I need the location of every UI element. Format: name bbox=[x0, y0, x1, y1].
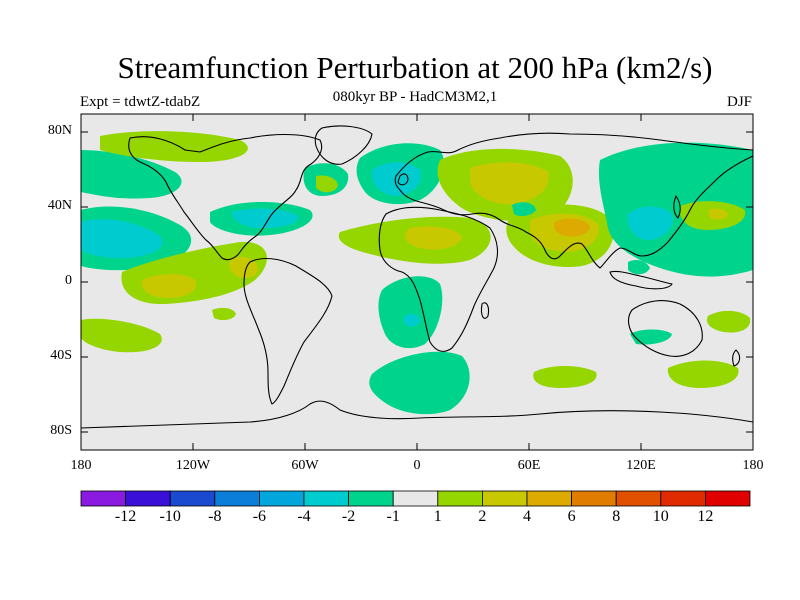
coastline-australia bbox=[627, 300, 703, 357]
map-panel bbox=[81, 114, 753, 450]
contour-region-india-pos3 bbox=[554, 218, 590, 237]
colorbar-label: 6 bbox=[567, 508, 576, 525]
lon-tick-120e: 120E bbox=[626, 458, 656, 473]
lat-tick-80n: 80N bbox=[47, 123, 72, 138]
colorbar-swatch bbox=[392, 490, 439, 507]
coastlines bbox=[81, 125, 753, 429]
colorbar-label: -1 bbox=[386, 508, 400, 525]
contour-region-arabia-neg bbox=[512, 202, 536, 217]
coastline-indonesia bbox=[609, 270, 673, 290]
colorbar-swatch bbox=[214, 490, 260, 507]
colorbar-swatch bbox=[80, 490, 126, 507]
colorbar-swatch bbox=[660, 490, 706, 507]
colorbar-swatch bbox=[571, 490, 617, 507]
colorbar-swatch bbox=[258, 490, 305, 507]
contour-region-easia-neg bbox=[598, 142, 753, 277]
colorbar-label: 2 bbox=[478, 508, 487, 525]
colorbar-swatch bbox=[526, 490, 572, 507]
contour-region-indo-neg bbox=[628, 260, 650, 275]
coastline-south-america bbox=[243, 257, 333, 405]
colorbar-label: 1 bbox=[433, 508, 442, 525]
colorbar-label: -4 bbox=[297, 508, 311, 525]
colorbar-label: 4 bbox=[523, 508, 531, 525]
contour-region-satl-neg bbox=[378, 276, 443, 349]
colorbar-label: 10 bbox=[652, 508, 669, 525]
contour-region-greenland-pos bbox=[316, 175, 338, 193]
lon-tick-60e: 60E bbox=[517, 458, 541, 473]
lat-tick-40n: 40N bbox=[47, 198, 72, 213]
colorbar-swatch bbox=[169, 490, 216, 507]
contour-region-atl-pos2 bbox=[404, 226, 462, 250]
contour-region-eurasia-pos2 bbox=[470, 162, 549, 205]
map-title: Streamfunction Perturbation at 200 hPa (… bbox=[117, 50, 713, 85]
colorbar-swatch bbox=[615, 490, 662, 507]
season-label: DJF bbox=[726, 94, 752, 110]
colorbar-label: 8 bbox=[612, 508, 621, 525]
coastline-new-zealand bbox=[732, 349, 741, 367]
contour-region-tpac-pos2 bbox=[141, 274, 197, 298]
contour-region-na-neg2 bbox=[232, 208, 299, 228]
colorbar-swatch bbox=[705, 490, 751, 507]
colorbar-label: 12 bbox=[697, 508, 714, 525]
colorbar-swatch bbox=[303, 490, 349, 507]
contour-region-npac-neg bbox=[81, 150, 182, 199]
coastline-british-isles bbox=[397, 173, 409, 186]
contour-region-nz-pos bbox=[706, 310, 751, 333]
lat-tick-40s: 40S bbox=[50, 348, 72, 363]
contour-region-cpac-neg2 bbox=[81, 219, 163, 258]
colorbar-swatch bbox=[437, 490, 483, 507]
map-subtitle: 080kyr BP - HadCM3M2,1 bbox=[332, 89, 498, 105]
lat-tick-80s: 80S bbox=[50, 423, 72, 438]
coastline-greenland bbox=[314, 125, 373, 165]
contour-region-easia-neg2 bbox=[627, 206, 673, 240]
contour-region-epac-small bbox=[212, 307, 236, 321]
contour-region-aus-neg bbox=[630, 329, 672, 345]
colorbar-label: -8 bbox=[208, 508, 222, 525]
lon-tick-60w: 60W bbox=[291, 458, 319, 473]
colorbar-label: -10 bbox=[159, 508, 181, 525]
axis-ticks bbox=[81, 114, 753, 450]
colorbar bbox=[80, 490, 751, 507]
contour-fills bbox=[81, 131, 753, 415]
coastline-madagascar bbox=[480, 302, 490, 319]
colorbar-label: -2 bbox=[341, 508, 356, 525]
colorbar-label: -12 bbox=[114, 508, 137, 525]
lon-tick-180e: 180 bbox=[742, 458, 764, 473]
coastline-japan bbox=[673, 195, 681, 219]
contour-region-spac-pos bbox=[81, 318, 162, 353]
contour-region-so-neg bbox=[369, 351, 470, 415]
coastline-north-america bbox=[128, 134, 323, 261]
coastline-eurasia bbox=[394, 132, 753, 269]
contour-region-satl-neg2 bbox=[404, 314, 420, 327]
lon-tick-120w: 120W bbox=[175, 458, 211, 473]
coastline-africa bbox=[378, 206, 499, 352]
lon-tick-0: 0 bbox=[413, 458, 421, 473]
contour-region-tasman-pos bbox=[667, 360, 739, 388]
colorbar-swatch bbox=[481, 490, 528, 507]
coastline-antarctica bbox=[81, 400, 753, 429]
contour-region-arctic-pos bbox=[100, 131, 248, 162]
colorbar-swatch bbox=[348, 490, 394, 507]
colorbar-swatch bbox=[125, 490, 171, 507]
contour-region-sio-pos bbox=[533, 366, 597, 388]
colorbar-label: -6 bbox=[252, 508, 267, 525]
lat-tick-eq: 0 bbox=[65, 273, 72, 288]
contour-region-europe-neg2 bbox=[371, 162, 421, 196]
experiment-label: Expt = tdwtZ-tdabZ bbox=[80, 94, 201, 110]
contour-region-npac-pos2 bbox=[708, 208, 728, 220]
lon-tick-180w: 180 bbox=[70, 458, 92, 473]
